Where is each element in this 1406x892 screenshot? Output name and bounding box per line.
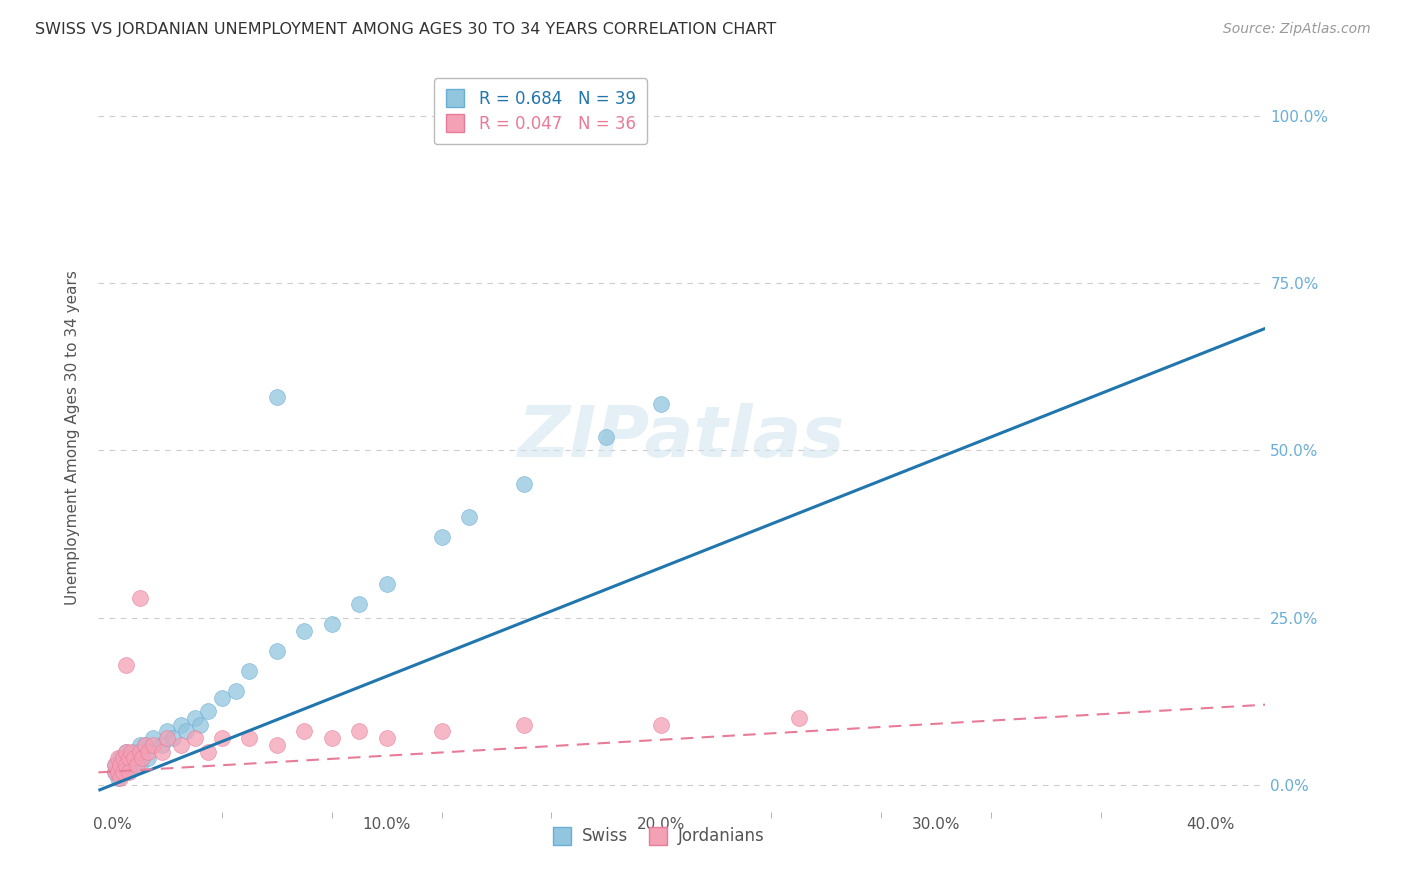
Point	[150, 738, 173, 752]
Point	[174, 724, 197, 739]
Point	[349, 724, 371, 739]
Point	[107, 764, 129, 779]
Point	[104, 758, 127, 772]
Point	[112, 751, 135, 765]
Point	[292, 724, 315, 739]
Point	[142, 731, 165, 746]
Point	[787, 711, 810, 725]
Point	[110, 771, 132, 786]
Point	[122, 744, 145, 758]
Point	[170, 717, 193, 731]
Point	[321, 731, 343, 746]
Point	[650, 717, 672, 731]
Point	[115, 764, 138, 779]
Point	[115, 744, 138, 758]
Point	[117, 764, 139, 779]
Point	[197, 705, 219, 719]
Point	[125, 751, 148, 765]
Point	[115, 657, 138, 672]
Point	[104, 758, 127, 772]
Point	[375, 731, 398, 746]
Point	[104, 764, 127, 779]
Text: SWISS VS JORDANIAN UNEMPLOYMENT AMONG AGES 30 TO 34 YEARS CORRELATION CHART: SWISS VS JORDANIAN UNEMPLOYMENT AMONG AG…	[35, 22, 776, 37]
Point	[110, 758, 132, 772]
Point	[266, 644, 288, 658]
Point	[117, 751, 139, 765]
Point	[430, 530, 453, 544]
Point	[238, 664, 260, 679]
Point	[110, 764, 132, 779]
Point	[128, 738, 150, 752]
Point	[513, 717, 536, 731]
Point	[142, 738, 165, 752]
Point	[238, 731, 260, 746]
Point	[183, 711, 205, 725]
Point	[211, 690, 233, 705]
Point	[225, 684, 247, 698]
Point	[107, 771, 129, 786]
Point	[125, 758, 148, 772]
Point	[131, 744, 153, 758]
Point	[170, 738, 193, 752]
Point	[321, 617, 343, 632]
Y-axis label: Unemployment Among Ages 30 to 34 years: Unemployment Among Ages 30 to 34 years	[65, 269, 80, 605]
Point	[120, 744, 142, 758]
Point	[292, 624, 315, 639]
Point	[120, 758, 142, 772]
Point	[188, 717, 211, 731]
Point	[104, 764, 127, 779]
Point	[430, 724, 453, 739]
Point	[162, 731, 184, 746]
Point	[375, 577, 398, 591]
Point	[266, 738, 288, 752]
Point	[107, 751, 129, 765]
Text: ZIPatlas: ZIPatlas	[519, 402, 845, 472]
Point	[131, 751, 153, 765]
Point	[128, 758, 150, 772]
Point	[117, 751, 139, 765]
Point	[112, 764, 135, 779]
Point	[136, 744, 159, 758]
Point	[211, 731, 233, 746]
Point	[115, 758, 138, 772]
Point	[650, 396, 672, 410]
Point	[513, 476, 536, 491]
Point	[183, 731, 205, 746]
Point	[349, 598, 371, 612]
Text: Source: ZipAtlas.com: Source: ZipAtlas.com	[1223, 22, 1371, 37]
Point	[122, 751, 145, 765]
Point	[266, 390, 288, 404]
Point	[150, 744, 173, 758]
Point	[128, 744, 150, 758]
Legend: Swiss, Jordanians: Swiss, Jordanians	[546, 821, 772, 852]
Point	[110, 751, 132, 765]
Point	[136, 751, 159, 765]
Point	[134, 738, 156, 752]
Point	[134, 738, 156, 752]
Point	[128, 591, 150, 605]
Point	[115, 744, 138, 758]
Point	[112, 758, 135, 772]
Point	[156, 731, 179, 746]
Point	[458, 510, 481, 524]
Point	[595, 430, 617, 444]
Point	[156, 724, 179, 739]
Point	[197, 744, 219, 758]
